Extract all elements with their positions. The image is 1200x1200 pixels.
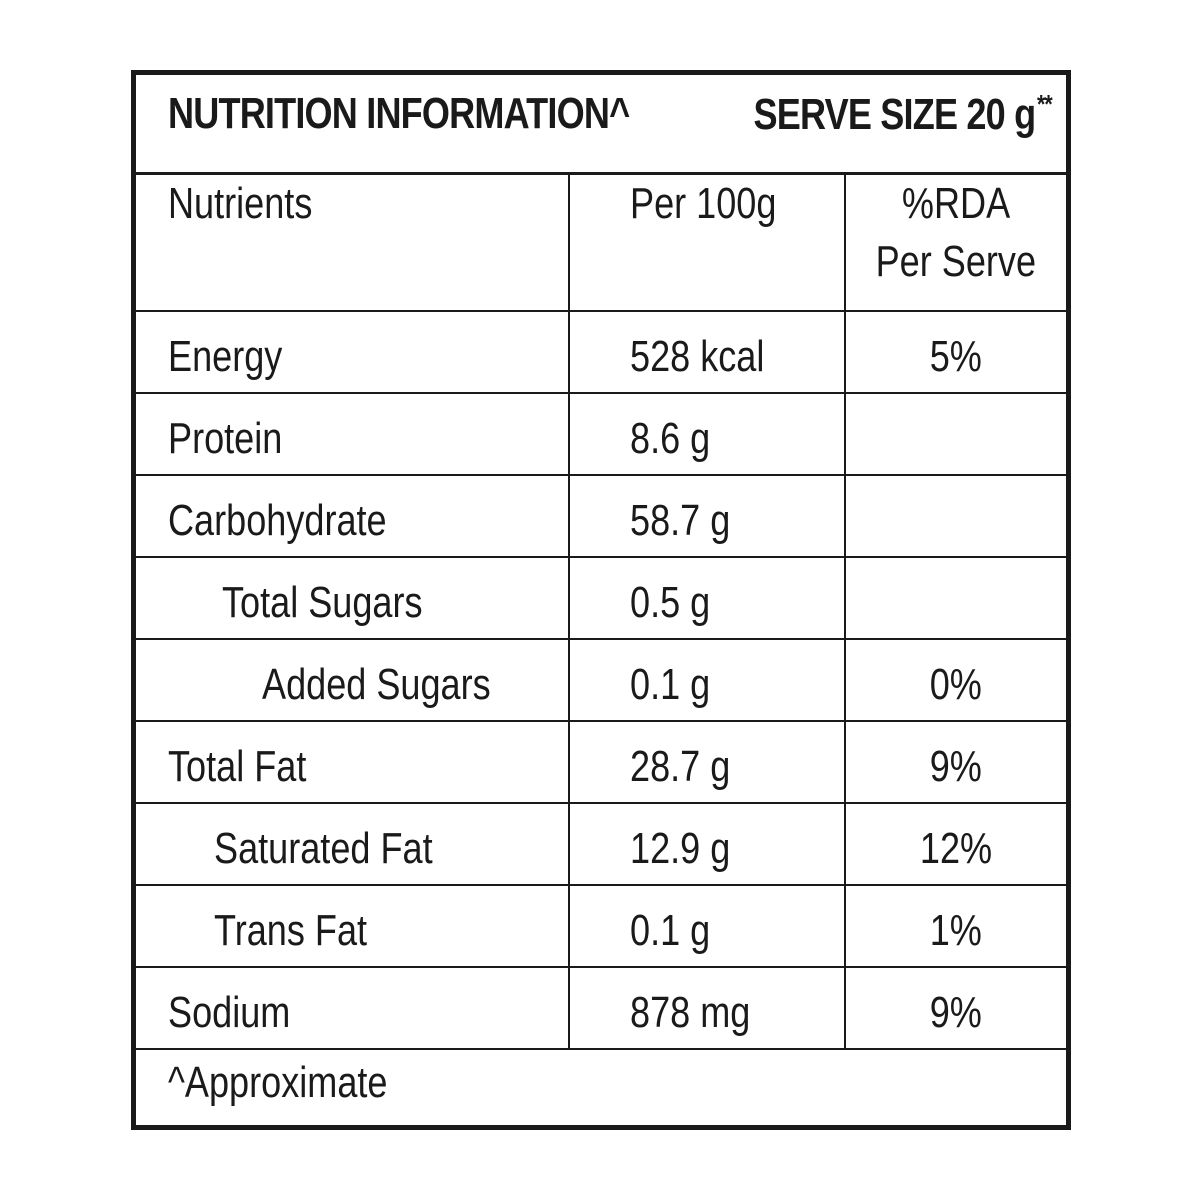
nutrient-rda (846, 476, 1066, 556)
nutrient-rda: 12% (919, 824, 993, 873)
nutrient-name: Carbohydrate (136, 476, 570, 556)
nutrient-name: Added Sugars (136, 640, 570, 720)
table-header-row: Nutrients Per 100g %RDA Per Serve (136, 175, 1066, 312)
nutrient-rda: 0% (929, 660, 983, 709)
header-rda-line2: Per Serve (875, 237, 1037, 286)
nutrient-per-100g: 878 mg (570, 968, 846, 1048)
panel-title: NUTRITION INFORMATION^ (168, 89, 630, 138)
header-nutrients: Nutrients (136, 175, 570, 310)
nutrient-per-100g: 12.9 g (570, 804, 846, 884)
serve-size-marker: ** (1037, 89, 1053, 119)
nutrient-per-100g: 0.1 g (570, 640, 846, 720)
table-row: Carbohydrate 58.7 g (136, 476, 1066, 558)
nutrient-rda (846, 394, 1066, 474)
table-row: Protein 8.6 g (136, 394, 1066, 476)
nutrient-rda: 1% (929, 906, 983, 955)
nutrient-rda: 9% (929, 742, 983, 791)
nutrient-per-100g: 528 kcal (570, 312, 846, 392)
table-row: Sodium 878 mg 9% (136, 968, 1066, 1050)
panel-header: NUTRITION INFORMATION^ SERVE SIZE 20 g** (136, 75, 1066, 175)
nutrition-panel: NUTRITION INFORMATION^ SERVE SIZE 20 g**… (131, 70, 1071, 1130)
nutrient-per-100g: 0.5 g (570, 558, 846, 638)
nutrient-rda: 5% (929, 332, 983, 381)
table-row: Added Sugars 0.1 g 0% (136, 640, 1066, 722)
table-row: Total Sugars 0.5 g (136, 558, 1066, 640)
table-row: Energy 528 kcal 5% (136, 312, 1066, 394)
nutrition-table: Nutrients Per 100g %RDA Per Serve Energy… (136, 175, 1066, 1050)
nutrient-name: Total Fat (136, 722, 570, 802)
nutrient-rda (846, 558, 1066, 638)
nutrient-name: Trans Fat (136, 886, 570, 966)
table-row: Trans Fat 0.1 g 1% (136, 886, 1066, 968)
footnote-text: ^Approximate (168, 1058, 388, 1107)
serve-size-text: SERVE SIZE 20 g (753, 90, 1037, 139)
nutrient-rda: 9% (929, 988, 983, 1037)
nutrient-name: Protein (136, 394, 570, 474)
nutrient-name: Total Sugars (136, 558, 570, 638)
header-rda: %RDA Per Serve (846, 175, 1066, 310)
nutrient-per-100g: 28.7 g (570, 722, 846, 802)
nutrient-per-100g: 0.1 g (570, 886, 846, 966)
header-rda-line1: %RDA (901, 179, 1011, 228)
header-per-100g: Per 100g (570, 175, 846, 310)
nutrient-name: Saturated Fat (136, 804, 570, 884)
serve-size: SERVE SIZE 20 g** (753, 89, 1053, 140)
nutrient-name: Energy (136, 312, 570, 392)
table-row: Saturated Fat 12.9 g 12% (136, 804, 1066, 886)
nutrient-name: Sodium (136, 968, 570, 1048)
table-row: Total Fat 28.7 g 9% (136, 722, 1066, 804)
nutrient-per-100g: 8.6 g (570, 394, 846, 474)
footnote: ^Approximate (136, 1050, 1066, 1125)
nutrient-per-100g: 58.7 g (570, 476, 846, 556)
